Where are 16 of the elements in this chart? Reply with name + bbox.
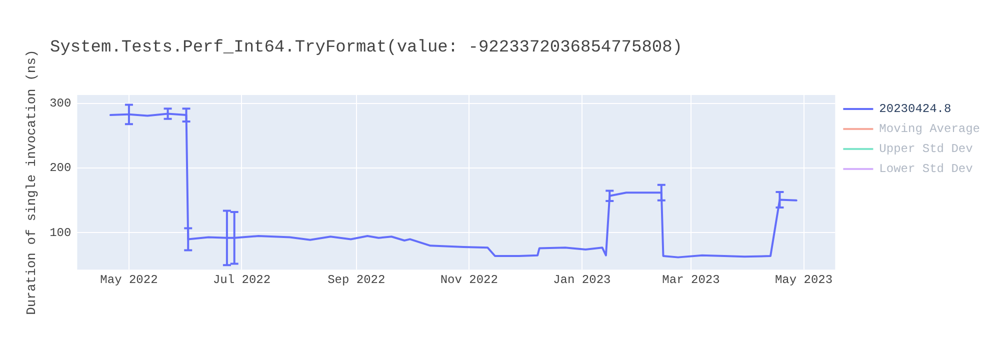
x-tick-label: Nov 2022 — [440, 272, 498, 287]
y-tick-label: 300 — [50, 96, 72, 111]
x-tick-label: May 2022 — [100, 272, 158, 287]
legend-label: Upper Std Dev — [879, 142, 973, 156]
y-tick-label: 100 — [50, 226, 72, 240]
legend-label: Lower Std Dev — [879, 162, 973, 176]
x-tick-label: Sep 2022 — [328, 272, 386, 287]
x-tick-label: Jul 2022 — [212, 272, 271, 287]
x-tick-label: Jan 2023 — [553, 272, 611, 287]
legend-label: 20230424.8 — [879, 102, 952, 116]
legend-label: Moving Average — [879, 122, 980, 136]
chart-title: System.Tests.Perf_Int64.TryFormat(value: -9223372036854775808) — [50, 38, 683, 58]
y-axis-title: Duration of single invocation (ns) — [24, 50, 40, 315]
x-tick-label: Mar 2023 — [662, 272, 720, 287]
y-tick-label: 200 — [50, 161, 72, 176]
x-tick-label: May 2023 — [774, 272, 833, 287]
